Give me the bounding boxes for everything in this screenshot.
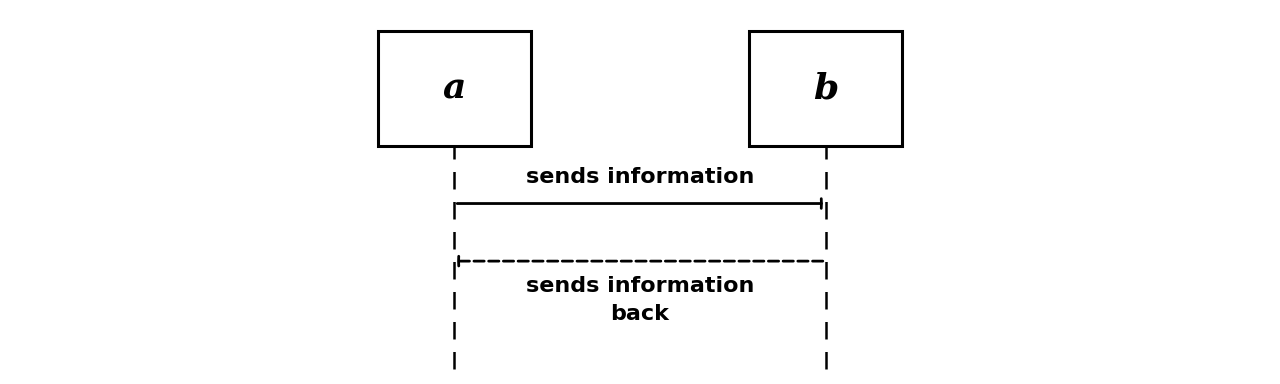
Bar (749, 31, 902, 146)
Bar (378, 31, 531, 146)
Text: sends information
back: sends information back (526, 276, 754, 323)
Text: b: b (813, 71, 838, 105)
Text: sends information: sends information (526, 167, 754, 187)
Text: a: a (443, 71, 466, 105)
